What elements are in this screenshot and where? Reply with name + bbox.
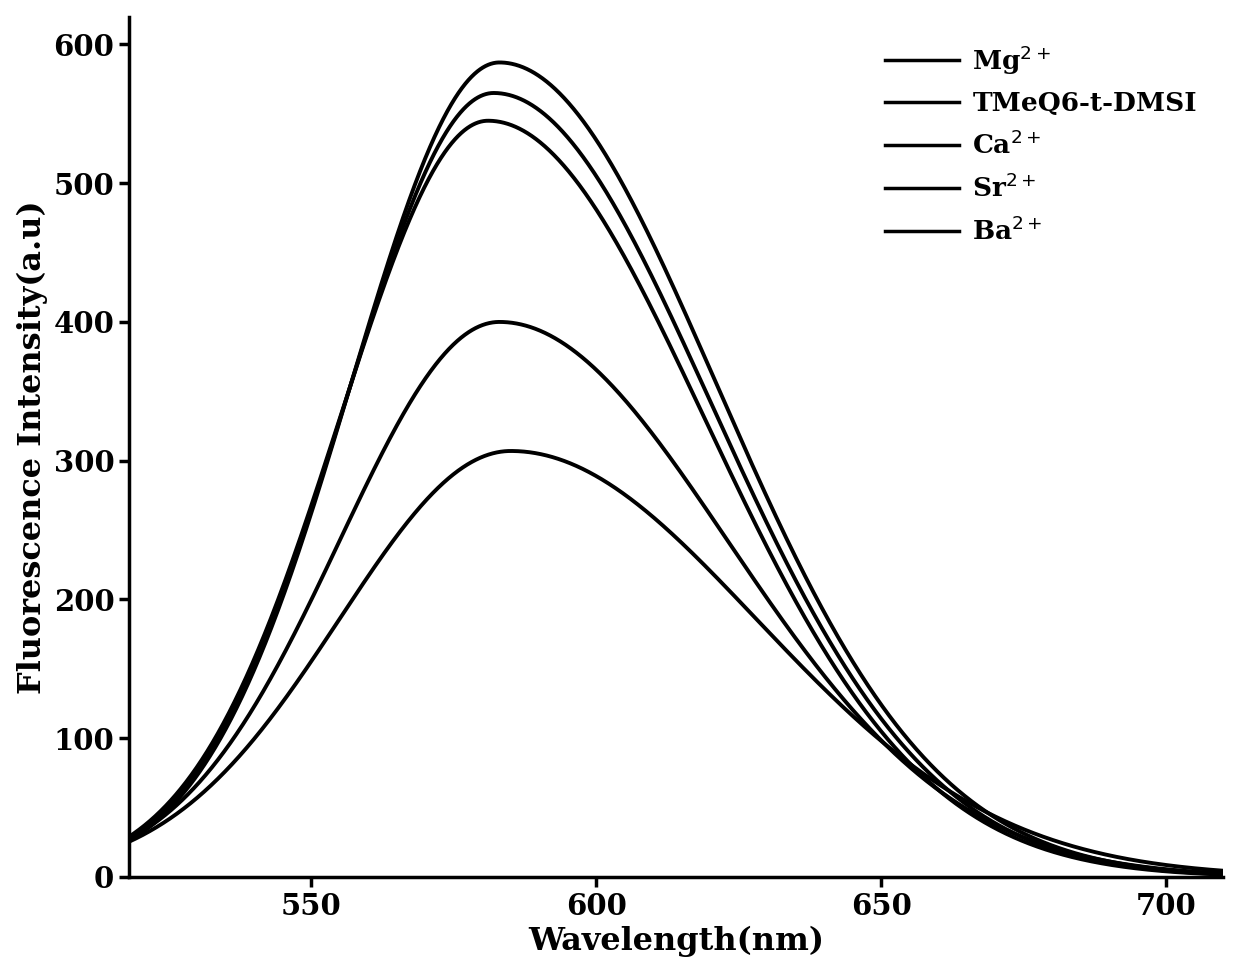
Sr$^{2+}$ — [542, 329, 557, 341]
Line: TMeQ6-t-DMSI: TMeQ6-t-DMSI — [112, 93, 1240, 876]
TMeQ6-t-DMSI — [234, 687, 249, 698]
Ba$^{2+}$ — [503, 445, 518, 457]
TMeQ6-t-DMSI — [486, 87, 501, 98]
Mg$^{2+}$ — [104, 844, 119, 856]
Ca$^{2+}$ — [104, 841, 119, 852]
Ca$^{2+}$ — [542, 144, 557, 156]
Mg$^{2+}$ — [542, 78, 557, 90]
Sr$^{2+}$ — [303, 598, 317, 610]
Sr$^{2+}$ — [104, 843, 119, 854]
Line: Ca$^{2+}$: Ca$^{2+}$ — [112, 121, 1240, 876]
Ba$^{2+}$ — [303, 658, 317, 670]
Line: Ba$^{2+}$: Ba$^{2+}$ — [112, 451, 1240, 873]
Y-axis label: Fluorescence Intensity(a.u): Fluorescence Intensity(a.u) — [16, 200, 48, 693]
Ca$^{2+}$ — [591, 207, 606, 219]
Ba$^{2+}$ — [542, 450, 557, 462]
TMeQ6-t-DMSI — [542, 113, 557, 125]
Sr$^{2+}$ — [591, 366, 606, 378]
Mg$^{2+}$ — [1100, 855, 1115, 867]
Ba$^{2+}$ — [1223, 865, 1238, 877]
TMeQ6-t-DMSI — [1100, 857, 1115, 869]
X-axis label: Wavelength(nm): Wavelength(nm) — [528, 926, 825, 957]
Line: Sr$^{2+}$: Sr$^{2+}$ — [112, 322, 1240, 875]
Sr$^{2+}$ — [492, 317, 507, 328]
Ba$^{2+}$ — [104, 843, 119, 855]
Ca$^{2+}$ — [234, 681, 249, 693]
Sr$^{2+}$ — [234, 720, 249, 731]
TMeQ6-t-DMSI — [104, 843, 119, 854]
TMeQ6-t-DMSI — [591, 174, 606, 186]
Ba$^{2+}$ — [591, 471, 606, 483]
Legend: Mg$^{2+}$, TMeQ6-t-DMSI, Ca$^{2+}$, Sr$^{2+}$, Ba$^{2+}$: Mg$^{2+}$, TMeQ6-t-DMSI, Ca$^{2+}$, Sr$^… — [872, 30, 1210, 258]
Ba$^{2+}$ — [234, 747, 249, 759]
Line: Mg$^{2+}$: Mg$^{2+}$ — [112, 62, 1240, 875]
Mg$^{2+}$ — [303, 513, 317, 525]
Mg$^{2+}$ — [492, 56, 507, 68]
TMeQ6-t-DMSI — [303, 509, 317, 521]
Sr$^{2+}$ — [1100, 855, 1115, 867]
Ca$^{2+}$ — [1223, 869, 1238, 880]
Mg$^{2+}$ — [1223, 869, 1238, 880]
Mg$^{2+}$ — [591, 138, 606, 150]
Ba$^{2+}$ — [1100, 849, 1115, 861]
TMeQ6-t-DMSI — [1223, 869, 1238, 880]
Ca$^{2+}$ — [1100, 858, 1115, 870]
Sr$^{2+}$ — [1223, 868, 1238, 880]
Mg$^{2+}$ — [234, 692, 249, 703]
Ca$^{2+}$ — [303, 506, 317, 517]
Ca$^{2+}$ — [481, 115, 496, 127]
